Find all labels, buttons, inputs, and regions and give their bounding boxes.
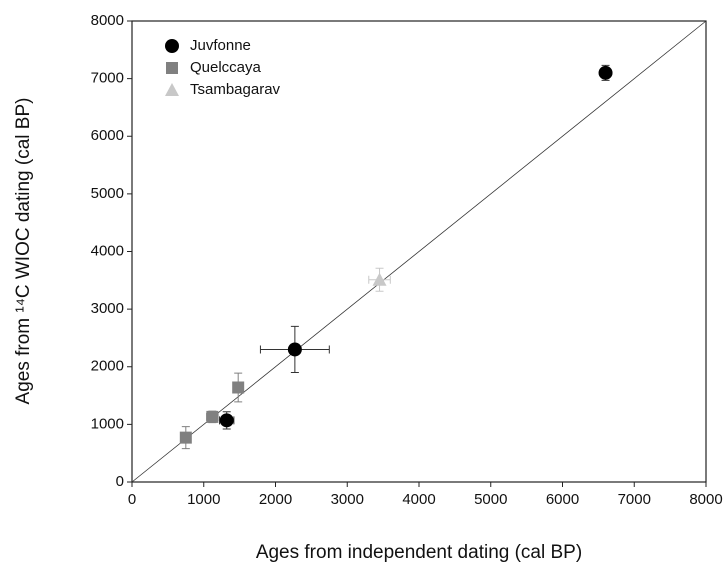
x-tick-label: 1000	[187, 491, 220, 508]
x-tick-label: 2000	[259, 491, 292, 508]
legend-label: Tsambagarav	[190, 81, 281, 98]
x-tick-label: 5000	[474, 491, 507, 508]
point	[206, 410, 219, 423]
y-tick-label: 2000	[91, 358, 124, 375]
legend-marker	[166, 62, 178, 74]
x-tick-label: 8000	[689, 491, 722, 508]
x-tick-label: 0	[128, 491, 136, 508]
legend-marker	[165, 39, 179, 53]
x-tick-label: 7000	[618, 491, 651, 508]
x-tick-label: 6000	[546, 491, 579, 508]
point	[232, 381, 245, 394]
point	[219, 413, 234, 428]
y-tick-label: 8000	[91, 12, 124, 29]
y-tick-label: 0	[116, 473, 124, 490]
legend-label: Juvfonne	[190, 37, 251, 54]
y-tick-label: 5000	[91, 185, 124, 202]
y-axis-label: Ages from ¹⁴C WIOC dating (cal BP)	[13, 98, 34, 405]
y-tick-label: 1000	[91, 415, 124, 432]
x-tick-label: 3000	[331, 491, 364, 508]
x-axis-label: Ages from independent dating (cal BP)	[256, 542, 582, 563]
y-tick-label: 3000	[91, 300, 124, 317]
legend-marker	[165, 83, 179, 96]
y-tick-label: 4000	[91, 242, 124, 259]
identity-line	[131, 20, 707, 483]
legend-label: Quelccaya	[190, 59, 262, 76]
point	[372, 272, 387, 286]
x-tick-label: 4000	[402, 491, 435, 508]
y-tick-label: 7000	[91, 70, 124, 87]
y-tick-label: 6000	[91, 127, 124, 144]
point	[598, 65, 613, 80]
point	[179, 431, 192, 444]
point	[287, 342, 302, 357]
